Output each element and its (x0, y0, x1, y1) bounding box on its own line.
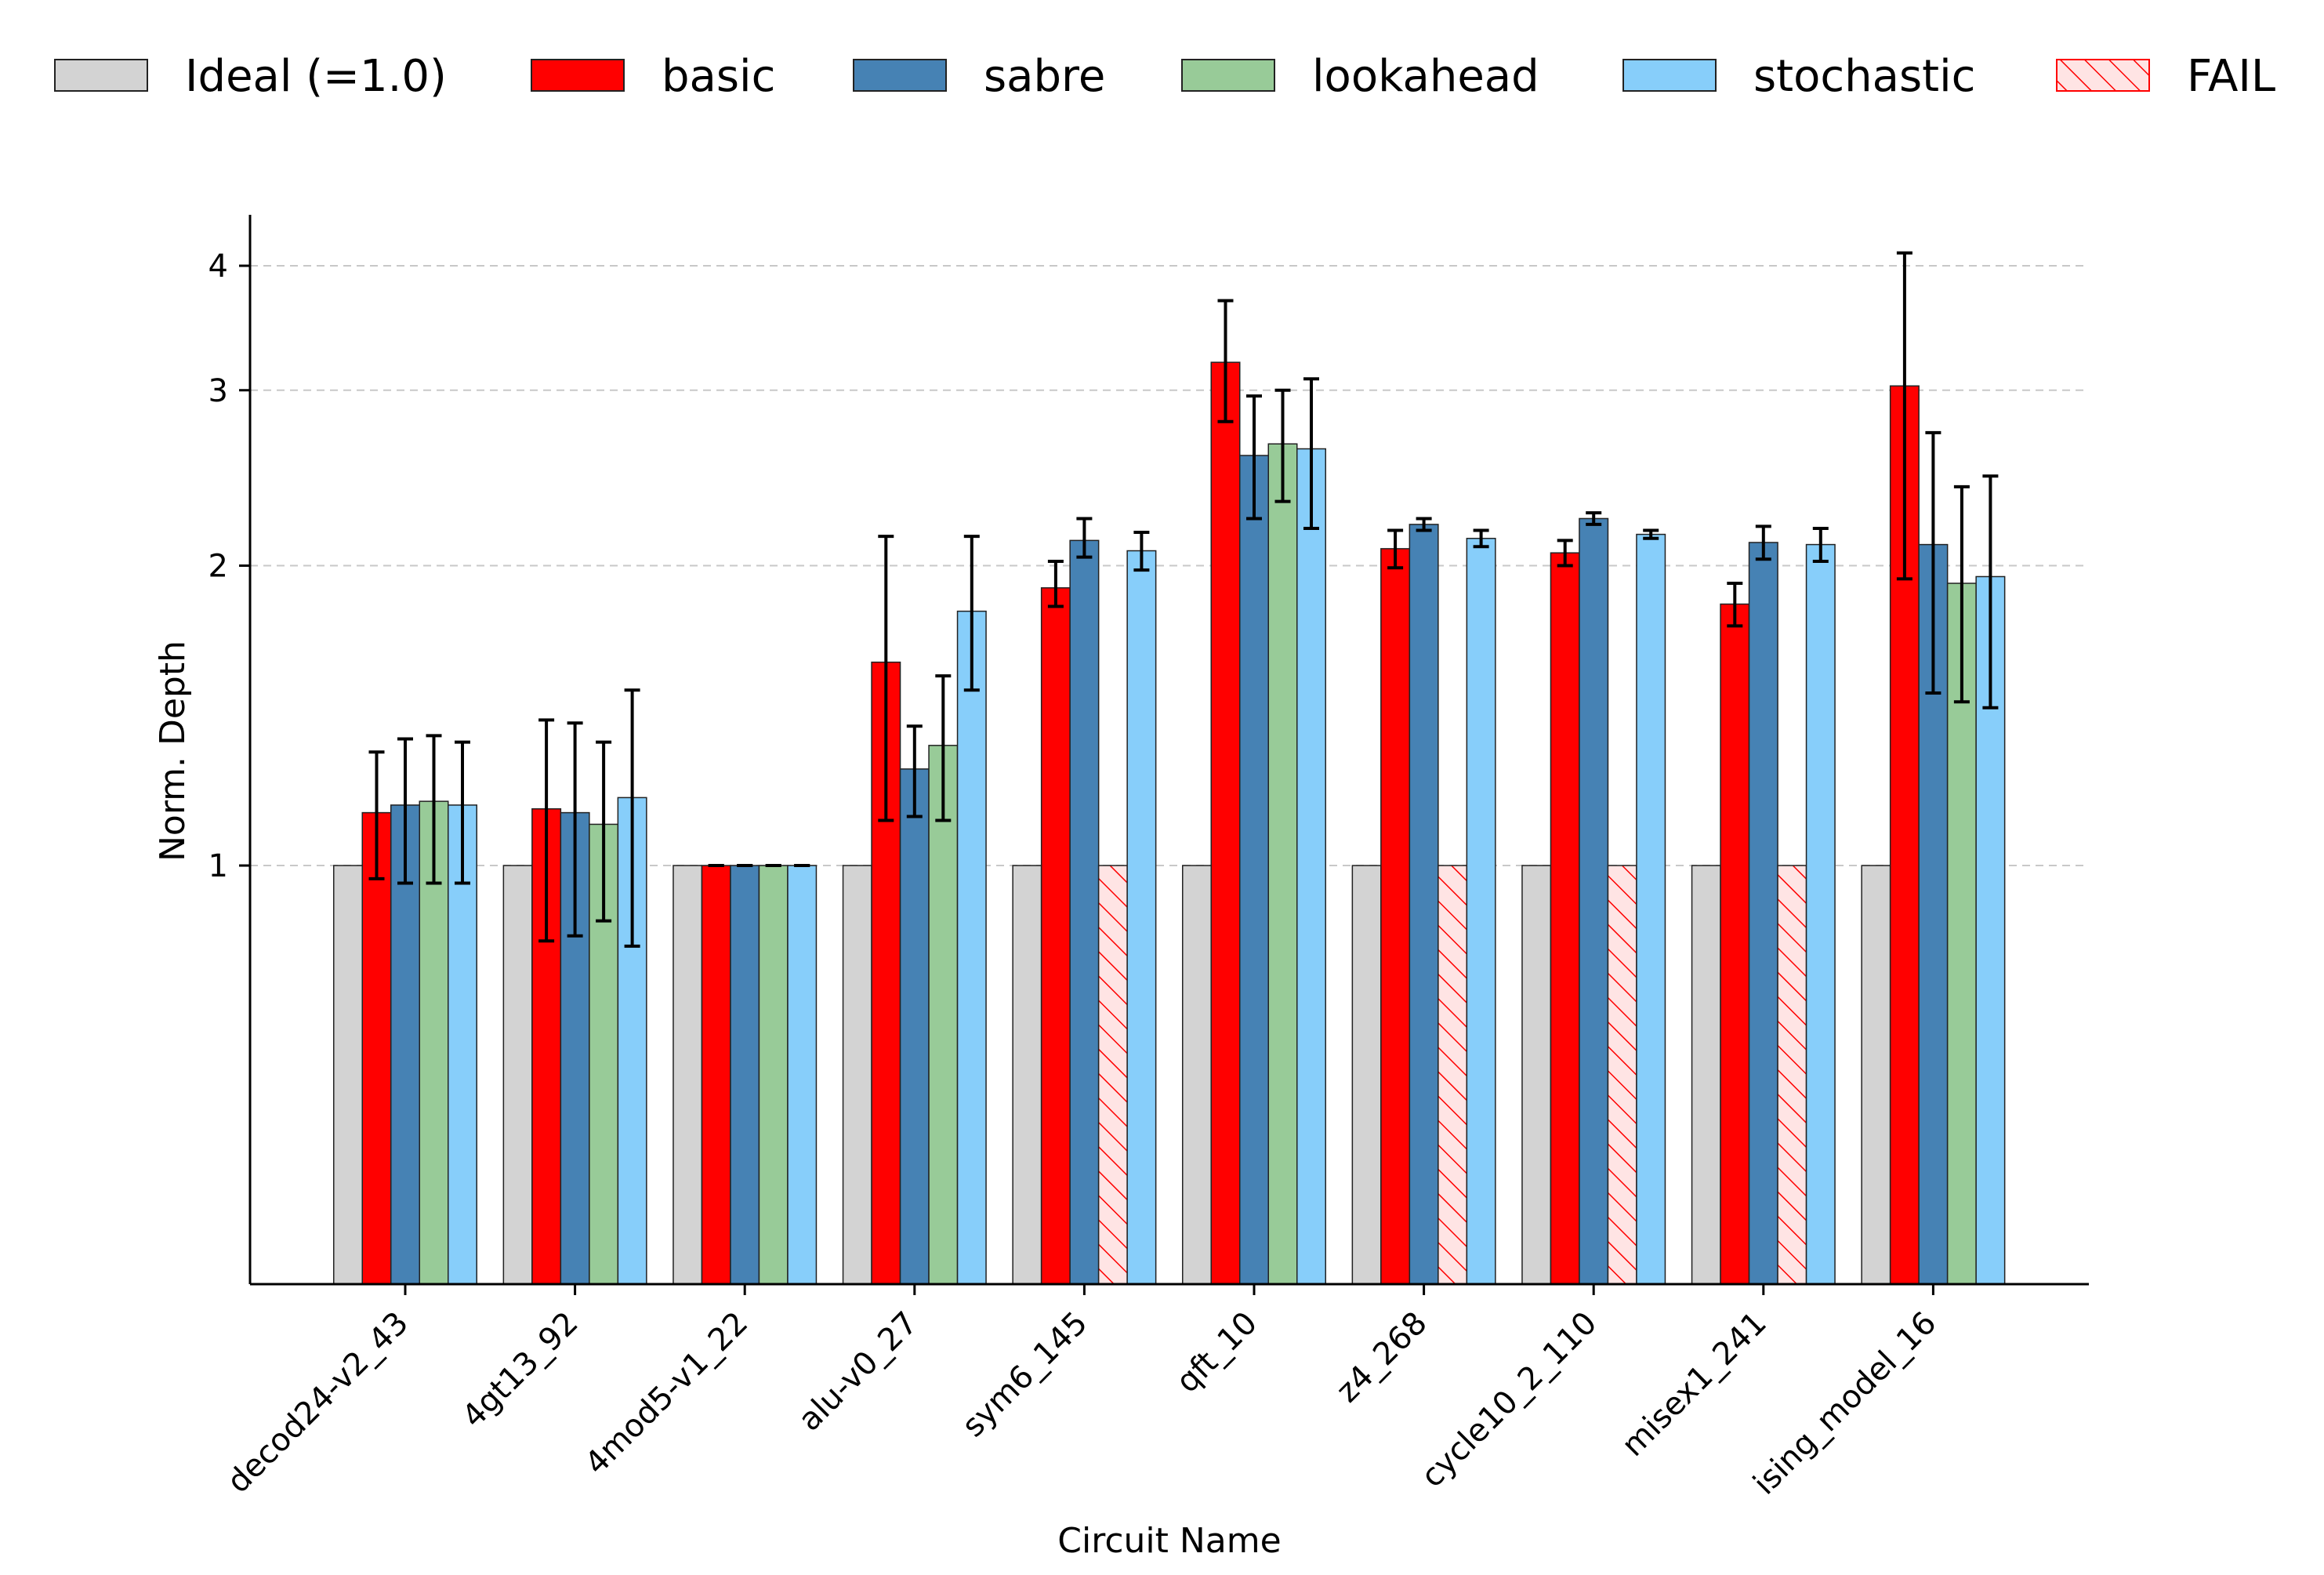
bar (1182, 865, 1212, 1285)
bar (1296, 448, 1326, 1285)
bar-fail (1097, 865, 1128, 1285)
bar (1210, 361, 1241, 1285)
bar (1069, 539, 1100, 1285)
x-tick-label: ising_model_16 (1746, 1305, 1943, 1502)
legend-swatch (1622, 59, 1717, 92)
legend-swatch (853, 59, 947, 92)
legend-swatch (2056, 59, 2150, 92)
error-bars (368, 251, 1999, 948)
axes (248, 215, 2089, 1286)
x-tick-label: sym6_145 (955, 1305, 1095, 1445)
bar (899, 768, 930, 1285)
bars (333, 361, 2006, 1285)
x-tick-label: alu-v0_27 (792, 1305, 925, 1439)
y-tick-label: 2 (208, 549, 228, 585)
legend-label: FAIL (2187, 51, 2275, 102)
bar (1636, 533, 1666, 1285)
y-tick-label: 1 (208, 848, 228, 884)
bar (1239, 455, 1269, 1285)
bar (1466, 538, 1496, 1285)
x-tick-label: cycle10_2_110 (1414, 1305, 1604, 1495)
legend-label: lookahead (1312, 51, 1539, 102)
bar (758, 865, 789, 1285)
bar (1409, 524, 1439, 1285)
legend-label: Ideal (=1.0) (185, 51, 447, 102)
legend-label: sabre (984, 51, 1105, 102)
bar (928, 745, 959, 1285)
bar (1521, 865, 1552, 1285)
bar (502, 865, 533, 1285)
bar (1861, 865, 1891, 1285)
bar (1691, 865, 1721, 1285)
bar (1040, 587, 1071, 1285)
bar (1267, 443, 1298, 1285)
legend-swatch (54, 59, 148, 92)
legend-label: stochastic (1753, 51, 1975, 102)
bar (1126, 550, 1157, 1285)
bar (333, 865, 363, 1285)
x-tick-label: decod24-v2_43 (220, 1305, 415, 1501)
bar (730, 865, 760, 1285)
bar-fail (1777, 865, 1807, 1285)
bar (1579, 517, 1609, 1285)
bar (1720, 603, 1750, 1285)
x-tick-label: 4mod5-v1_22 (578, 1305, 756, 1482)
bar (361, 811, 392, 1285)
x-axis-label: Circuit Name (1057, 1521, 1281, 1561)
x-tick-label: z4_268 (1329, 1305, 1434, 1410)
bar (1351, 865, 1382, 1285)
bar (842, 865, 872, 1285)
bar (787, 865, 818, 1285)
bar (701, 865, 731, 1285)
y-tick-label: 4 (208, 249, 228, 285)
bar (956, 610, 987, 1285)
bar (673, 865, 703, 1285)
bar-fail (1607, 865, 1637, 1285)
bar (1748, 542, 1778, 1285)
bar (1550, 552, 1580, 1285)
bar-fail (1438, 865, 1468, 1285)
bar (1805, 543, 1836, 1285)
y-ticks: 1 2 3 4 (208, 249, 250, 884)
bar (1012, 865, 1042, 1285)
bar (390, 804, 420, 1285)
legend: Ideal (=1.0) basic sabre lookahead stochasti… (54, 51, 2275, 102)
y-axis-label: Norm. Depth (153, 641, 193, 862)
legend-label: basic (662, 51, 775, 102)
legend-swatch (1181, 59, 1275, 92)
bar (1380, 548, 1411, 1285)
y-tick-label: 3 (208, 373, 228, 409)
x-tick-label: misex1_241 (1615, 1305, 1773, 1464)
x-tick-label: qft_10 (1169, 1305, 1264, 1400)
legend-swatch (531, 59, 625, 92)
x-tick-label: 4gt13_92 (455, 1305, 586, 1435)
